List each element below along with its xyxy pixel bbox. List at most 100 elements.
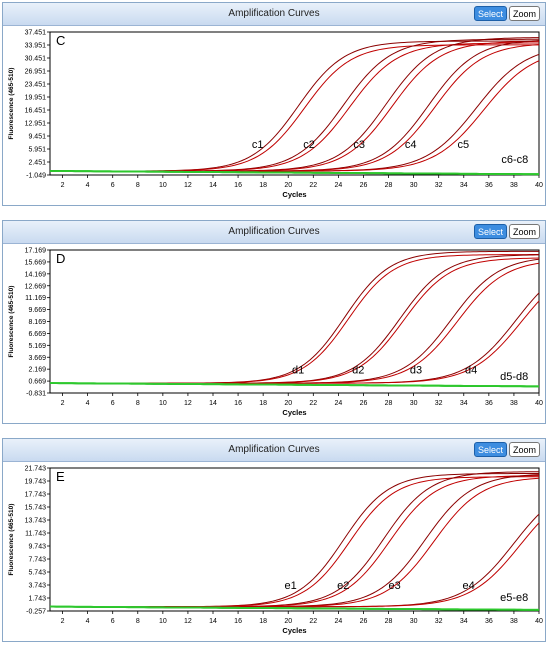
x-tick-label: 4 bbox=[86, 182, 90, 189]
y-tick-label: 9.743 bbox=[28, 544, 46, 551]
select-button[interactable]: Select bbox=[473, 224, 507, 239]
y-tick-label: 19.951 bbox=[25, 95, 47, 102]
y-tick-label: 5.169 bbox=[28, 343, 46, 350]
x-tick-label: 12 bbox=[184, 182, 192, 189]
x-tick-label: 36 bbox=[485, 400, 493, 407]
y-tick-label: 15.743 bbox=[25, 505, 47, 512]
amplification-chart-e[interactable]: 2 4 6 8 10 12 14 16 18 20 22 24 26 28 30 32 34 36 38 40-0.2… bbox=[3, 462, 545, 641]
x-tick-label: 26 bbox=[360, 618, 368, 625]
x-tick-label: 32 bbox=[435, 618, 443, 625]
x-tick-label: 38 bbox=[510, 400, 518, 407]
x-tick-label: 2 bbox=[61, 400, 65, 407]
x-tick-label: 34 bbox=[460, 182, 468, 189]
curve-label: d2 bbox=[352, 365, 364, 377]
curve-label: d3 bbox=[410, 365, 422, 377]
y-tick-label: 11.743 bbox=[25, 531, 46, 538]
window-titlebar: Amplification Curves Select Zoom bbox=[3, 439, 545, 462]
x-tick-label: 40 bbox=[535, 618, 543, 625]
x-tick-label: 14 bbox=[209, 400, 217, 407]
x-tick-label: 18 bbox=[259, 182, 267, 189]
curve-label: c6-c8 bbox=[501, 154, 528, 166]
amplification-window-e: Amplification Curves Select Zoom 2 4 6 8 10 1… bbox=[2, 438, 546, 642]
amplification-chart-d[interactable]: 2 4 6 8 10 12 14 16 18 20 22 24 26 28 30 32 34 36 38 40-0.8… bbox=[3, 244, 545, 423]
window-title: Amplification Curves bbox=[228, 226, 320, 237]
y-tick-label: 1.743 bbox=[28, 596, 46, 603]
amplification-window-c: Amplification Curves Select Zoom 2 4 6 8 10 1… bbox=[2, 2, 546, 206]
x-tick-label: 16 bbox=[234, 400, 242, 407]
zoom-button[interactable]: Zoom bbox=[508, 224, 540, 239]
x-tick-label: 10 bbox=[159, 618, 167, 625]
x-tick-label: 32 bbox=[435, 182, 443, 189]
panel-letter: D bbox=[56, 251, 65, 266]
amplification-chart-c[interactable]: 2 4 6 8 10 12 14 16 18 20 22 24 26 28 30 32 34 36 38 40-1.0… bbox=[3, 26, 545, 205]
window-title: Amplification Curves bbox=[228, 444, 320, 455]
panel-letter: E bbox=[56, 469, 65, 484]
y-tick-label: 11.169 bbox=[25, 295, 46, 302]
y-tick-label: 26.951 bbox=[25, 69, 47, 76]
plot-area bbox=[49, 467, 540, 612]
x-tick-label: 24 bbox=[334, 182, 342, 189]
window-titlebar: Amplification Curves Select Zoom bbox=[3, 221, 545, 244]
x-tick-label: 16 bbox=[234, 618, 242, 625]
x-tick-label: 18 bbox=[259, 400, 267, 407]
x-tick-label: 34 bbox=[460, 618, 468, 625]
y-tick-label: 2.169 bbox=[28, 367, 46, 374]
x-axis-label: Cycles bbox=[282, 408, 306, 417]
curve-label: c3 bbox=[353, 139, 365, 151]
curve-label: c4 bbox=[405, 139, 417, 151]
y-tick-label: 0.669 bbox=[28, 379, 46, 386]
y-axis-label: Fluorescence (465-510) bbox=[8, 286, 15, 358]
y-tick-label: 2.451 bbox=[28, 160, 46, 167]
curve-label: c2 bbox=[303, 139, 315, 151]
y-tick-label: 33.951 bbox=[25, 43, 47, 50]
y-tick-label: 13.743 bbox=[25, 518, 47, 525]
x-tick-label: 6 bbox=[111, 618, 115, 625]
curve-label: e5-e8 bbox=[500, 592, 528, 604]
x-tick-label: 34 bbox=[460, 400, 468, 407]
y-tick-label: 5.951 bbox=[28, 147, 46, 154]
curve-label: e2 bbox=[337, 580, 349, 592]
x-tick-label: 38 bbox=[510, 182, 518, 189]
x-tick-label: 36 bbox=[485, 182, 493, 189]
select-button[interactable]: Select bbox=[473, 6, 507, 21]
y-tick-label: 3.669 bbox=[28, 355, 46, 362]
select-button[interactable]: Select bbox=[473, 442, 507, 457]
y-tick-label: 21.743 bbox=[25, 466, 47, 473]
curve-label: d4 bbox=[465, 365, 477, 377]
x-tick-label: 10 bbox=[159, 400, 167, 407]
y-tick-label: 16.451 bbox=[25, 108, 47, 115]
panel-letter: C bbox=[56, 33, 65, 48]
x-tick-label: 22 bbox=[309, 400, 317, 407]
x-tick-label: 14 bbox=[209, 618, 217, 625]
curve-label: e1 bbox=[284, 580, 296, 592]
y-tick-label: 23.451 bbox=[25, 82, 47, 89]
zoom-button[interactable]: Zoom bbox=[508, 6, 540, 21]
y-tick-label: 15.669 bbox=[25, 259, 47, 266]
y-tick-label: 3.743 bbox=[28, 583, 46, 590]
x-tick-label: 40 bbox=[535, 182, 543, 189]
x-tick-label: 24 bbox=[334, 400, 342, 407]
zoom-button[interactable]: Zoom bbox=[508, 442, 540, 457]
x-tick-label: 40 bbox=[535, 400, 543, 407]
y-tick-label: -0.257 bbox=[26, 609, 46, 616]
y-tick-label: 12.951 bbox=[25, 121, 47, 128]
x-tick-label: 28 bbox=[385, 400, 393, 407]
x-tick-label: 30 bbox=[410, 400, 418, 407]
y-axis-label: Fluorescence (465-510) bbox=[8, 504, 15, 576]
x-tick-label: 20 bbox=[284, 618, 292, 625]
x-tick-label: 22 bbox=[309, 182, 317, 189]
x-tick-label: 20 bbox=[284, 400, 292, 407]
curve-label: c1 bbox=[252, 139, 264, 151]
x-tick-label: 12 bbox=[184, 400, 192, 407]
x-tick-label: 6 bbox=[111, 182, 115, 189]
x-tick-label: 4 bbox=[86, 400, 90, 407]
amplification-curve bbox=[49, 170, 540, 176]
curve-label: c5 bbox=[458, 139, 470, 151]
y-tick-label: 6.669 bbox=[28, 331, 46, 338]
x-tick-label: 8 bbox=[136, 400, 140, 407]
x-tick-label: 18 bbox=[259, 618, 267, 625]
y-tick-label: 12.669 bbox=[25, 283, 47, 290]
x-tick-label: 30 bbox=[410, 618, 418, 625]
x-tick-label: 2 bbox=[61, 618, 65, 625]
plot-area bbox=[49, 31, 540, 176]
